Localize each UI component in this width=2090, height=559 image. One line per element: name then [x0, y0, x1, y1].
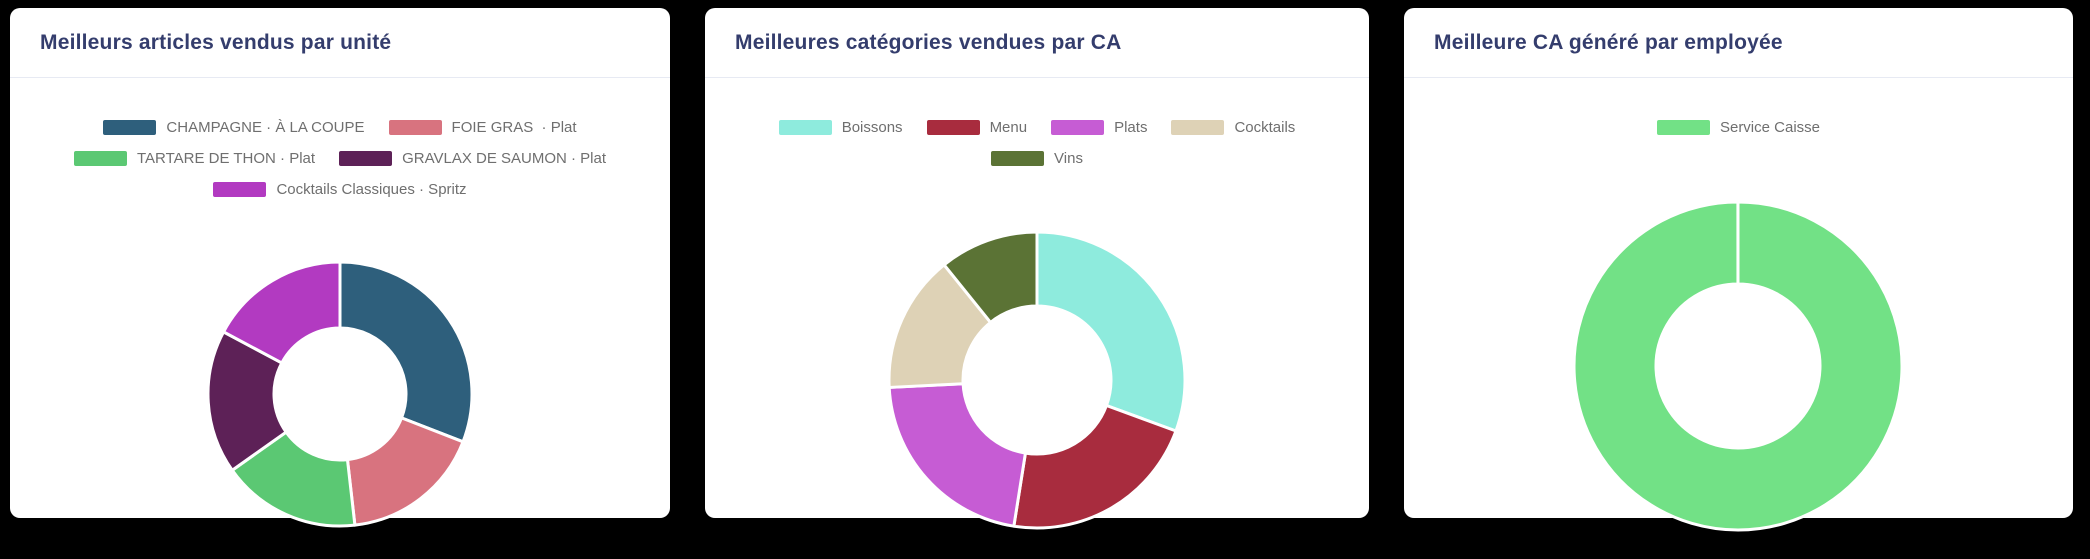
legend-swatch-icon [1051, 120, 1105, 135]
legend-item[interactable]: Boissons [778, 119, 903, 136]
card-header: Meilleurs articles vendus par unité [10, 8, 670, 78]
legend-item[interactable]: GRAVLAX DE SAUMON · Plat [339, 151, 606, 166]
legend-swatch-icon [103, 120, 157, 135]
legend-item[interactable]: Vins [991, 151, 1083, 166]
legend-label: Vins [1054, 150, 1083, 167]
legend-label: GRAVLAX DE SAUMON · Plat [402, 150, 607, 167]
donut-segment[interactable] [942, 230, 1039, 324]
card-header: Meilleure CA généré par employée [1404, 8, 2073, 78]
card-top-employee: Meilleure CA généré par employée Service… [1404, 8, 2073, 532]
card-body: Service Caisse [1404, 120, 2073, 559]
card-top-articles: Meilleurs articles vendus par unité CHAM… [10, 8, 670, 528]
legend-item[interactable]: Cocktails [1171, 120, 1295, 135]
card-body: CHAMPAGNE · À LA COUPE FOIE GRAS · Plat TA… [10, 120, 670, 559]
legend-label: TARTARE DE THON · Plat [136, 150, 316, 167]
legend-item[interactable]: Menu [926, 119, 1028, 136]
legend-swatch-icon [991, 151, 1045, 166]
chart-legend: Service Caisse [1419, 120, 2059, 135]
legend-label: Cocktails [1234, 119, 1296, 136]
donut-segment[interactable] [1012, 404, 1178, 530]
donut-segment[interactable] [206, 330, 288, 472]
donut-segment[interactable] [1572, 200, 1904, 532]
card-top-categories: Meilleures catégories vendues par CA Boi… [705, 8, 1369, 530]
legend-swatch-icon [73, 151, 127, 166]
legend-item[interactable]: Plats [1051, 120, 1147, 135]
donut-segment[interactable] [345, 416, 465, 527]
legend-swatch-icon [339, 151, 393, 166]
dashboard: { "theme": { "page_background": "#000000… [10, 8, 2073, 532]
legend-label: FOIE GRAS · Plat [451, 119, 577, 136]
card-title: Meilleures catégories vendues par CA [735, 30, 1122, 54]
legend-label: Menu [989, 119, 1028, 136]
donut-chart-articles[interactable] [10, 120, 670, 559]
legend-label: Service Caisse [1719, 119, 1821, 136]
card-title: Meilleurs articles vendus par unité [40, 30, 392, 54]
chart-legend: Boissons Menu Plats Cocktails Vins [737, 120, 1337, 166]
donut-segment[interactable] [1035, 230, 1187, 433]
legend-item[interactable]: Service Caisse [1656, 119, 1821, 136]
legend-swatch-icon [778, 120, 832, 135]
legend-label: Cocktails Classiques · Spritz [276, 181, 467, 198]
legend-label: Plats [1114, 119, 1148, 136]
donut-chart-categories[interactable] [705, 120, 1369, 559]
chart-legend: CHAMPAGNE · À LA COUPE FOIE GRAS · Plat TA… [70, 120, 610, 197]
legend-swatch-icon [388, 120, 442, 135]
legend-label: Boissons [841, 119, 903, 136]
legend-swatch-icon [1656, 120, 1710, 135]
donut-chart-employee[interactable] [1404, 120, 2073, 559]
legend-item[interactable]: CHAMPAGNE · À LA COUPE [103, 119, 365, 136]
legend-item[interactable]: TARTARE DE THON · Plat [73, 150, 316, 167]
card-title: Meilleure CA généré par employée [1434, 30, 1783, 54]
legend-swatch-icon [1171, 120, 1225, 135]
donut-segment[interactable] [222, 260, 342, 365]
legend-item[interactable]: Cocktails Classiques · Spritz [213, 181, 467, 198]
legend-swatch-icon [926, 120, 980, 135]
legend-label: CHAMPAGNE · À LA COUPE [166, 119, 365, 136]
card-body: Boissons Menu Plats Cocktails Vins [705, 120, 1369, 559]
legend-swatch-icon [213, 182, 267, 197]
legend-item[interactable]: FOIE GRAS · Plat [388, 119, 577, 136]
card-header: Meilleures catégories vendues par CA [705, 8, 1369, 78]
donut-segment[interactable] [887, 382, 1027, 528]
donut-segment[interactable] [338, 260, 474, 444]
